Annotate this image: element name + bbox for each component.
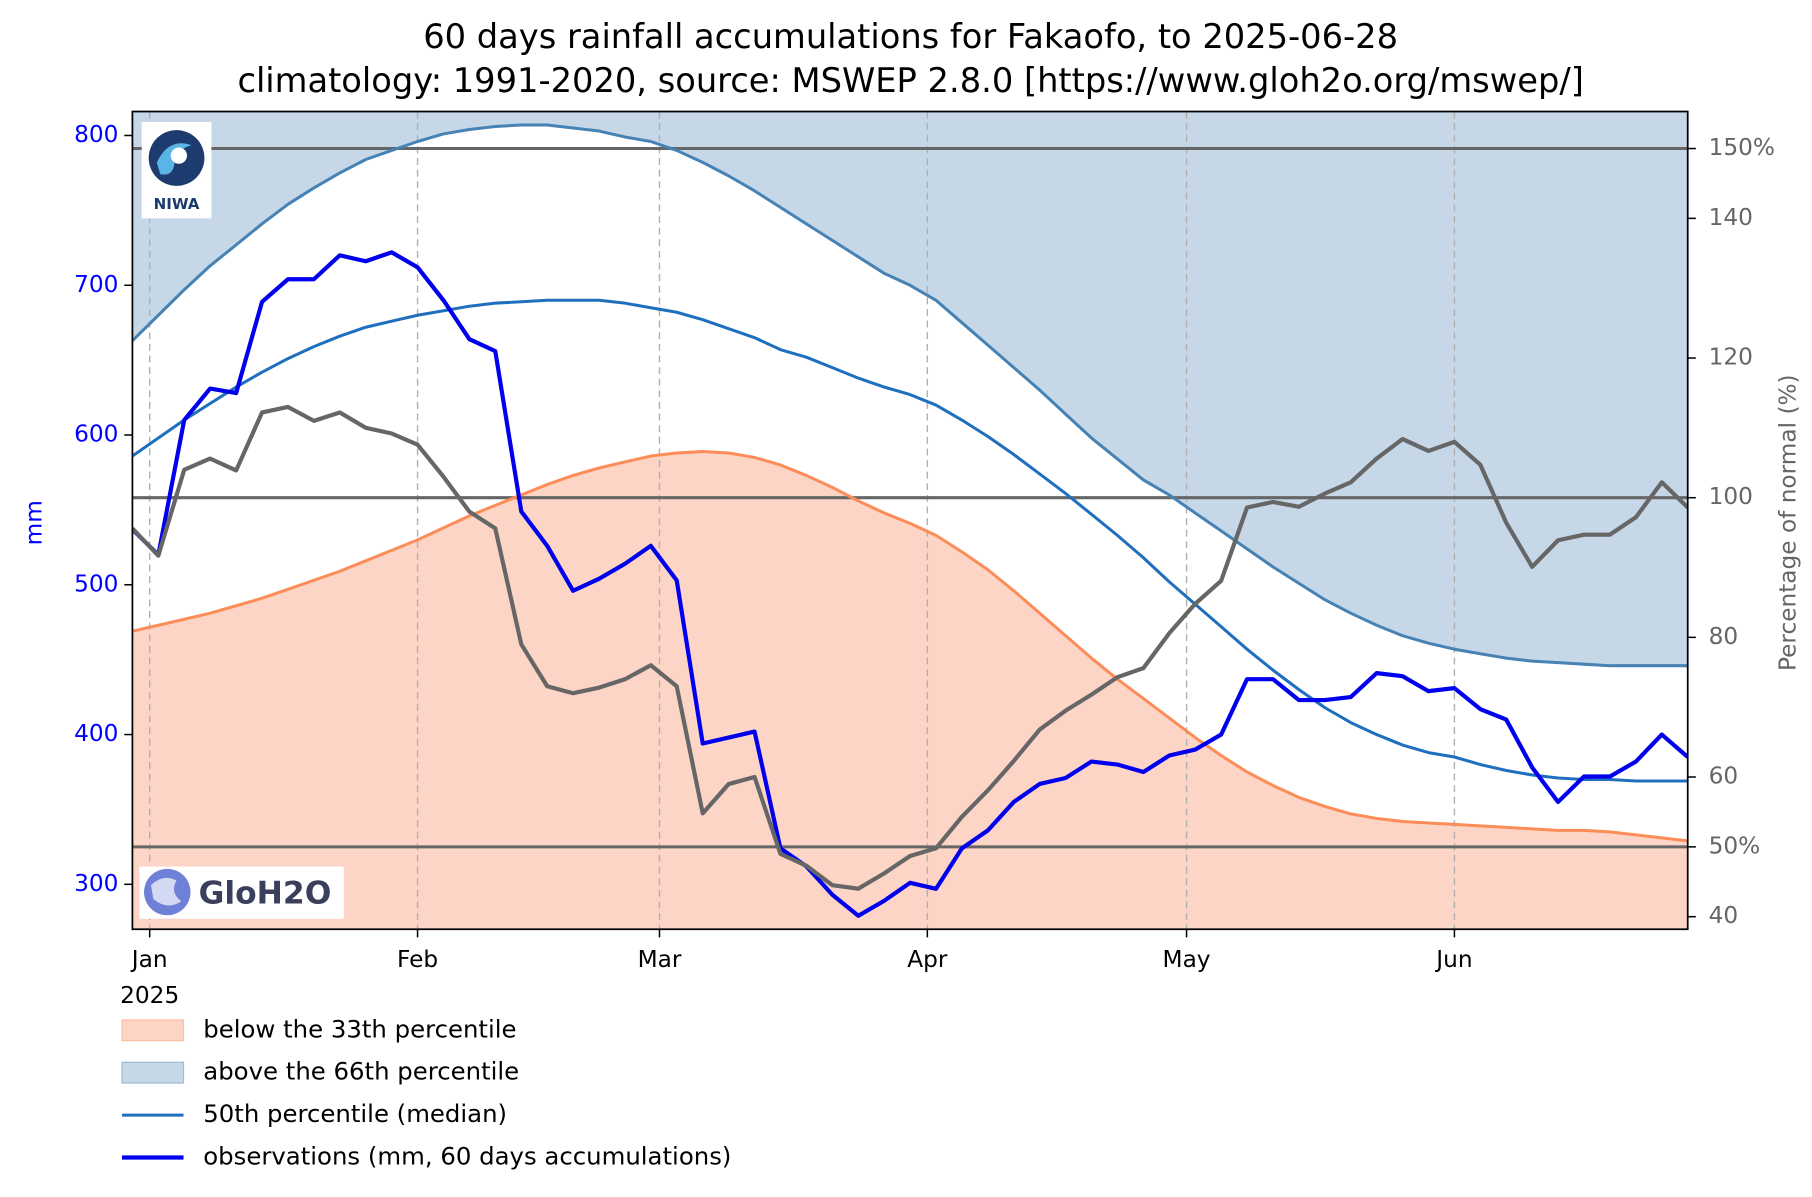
y-tick-label: 800: [74, 121, 118, 148]
percentile-line: [132, 123, 1688, 668]
niwa-logo-dot: [170, 147, 188, 164]
legend-swatch: [121, 1019, 185, 1042]
chart-subtitle: climatology: 1991-2020, source: MSWEP 2.…: [237, 61, 1583, 100]
legend-label: above the 66th percentile: [203, 1057, 519, 1086]
x-tick-label: Mar: [638, 946, 682, 973]
y2-tick-label: 120: [1709, 344, 1753, 371]
y2-tick-label: 100: [1709, 483, 1753, 510]
x-tick-label: May: [1163, 946, 1211, 973]
legend-label: below the 33th percentile: [203, 1014, 516, 1043]
y-axis-label: mm: [20, 500, 47, 545]
legend-swatch: [121, 1061, 185, 1084]
percent-of-normal-line: [132, 404, 1688, 891]
legend-label: observations (mm, 60 days accumulations): [203, 1141, 731, 1170]
observation-line: [132, 250, 1688, 918]
y-tick-label: 700: [74, 271, 118, 298]
y-tick-label: 600: [74, 421, 118, 448]
logos: NIWA GloH2O: [139, 121, 344, 919]
gloh2o-logo-text: GloH2O: [199, 875, 332, 911]
percentile-area: [132, 111, 1688, 666]
y2-tick-label: 80: [1709, 623, 1739, 650]
legend-label: 50th percentile (median): [203, 1099, 507, 1128]
percentile-line: [132, 298, 1688, 783]
y2-tick-label: 140: [1709, 204, 1753, 231]
legend: below the 33th percentile above the 66th …: [121, 1014, 731, 1170]
y2-tick-label: 50%: [1709, 832, 1761, 859]
plot-area: 300 400 500 600 700 800 40 50% 60 80 100 120 140 150%…: [74, 110, 1775, 1009]
y-tick-label: 500: [74, 570, 118, 597]
x-tick-label: Apr: [907, 946, 948, 973]
plot-layer: [132, 111, 1688, 930]
gloh2o-logo-shape: [151, 877, 182, 906]
chart-title: 60 days rainfall accumulations for Fakao…: [423, 17, 1398, 56]
x-tick-label: Jan: [130, 946, 168, 973]
x-tick-label: Feb: [397, 946, 438, 973]
x-tick-label: Jun: [1434, 946, 1472, 973]
y-tick-label: 400: [74, 720, 118, 747]
y2-axis-label: Percentage of normal (%): [1774, 374, 1801, 671]
plot-frame: [131, 110, 1689, 931]
y2-tick-label: 60: [1709, 763, 1739, 790]
y2-tick-label: 150%: [1709, 134, 1775, 161]
x-year-label: 2025: [120, 982, 179, 1009]
percentile-line: [132, 449, 1688, 843]
niwa-logo-text: NIWA: [154, 195, 200, 213]
y2-tick-label: 40: [1709, 902, 1739, 929]
y-tick-label: 300: [74, 870, 118, 897]
percentile-area: [132, 451, 1688, 930]
